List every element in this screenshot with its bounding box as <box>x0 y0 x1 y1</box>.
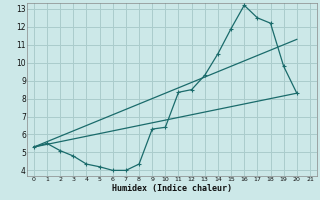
X-axis label: Humidex (Indice chaleur): Humidex (Indice chaleur) <box>112 184 232 193</box>
